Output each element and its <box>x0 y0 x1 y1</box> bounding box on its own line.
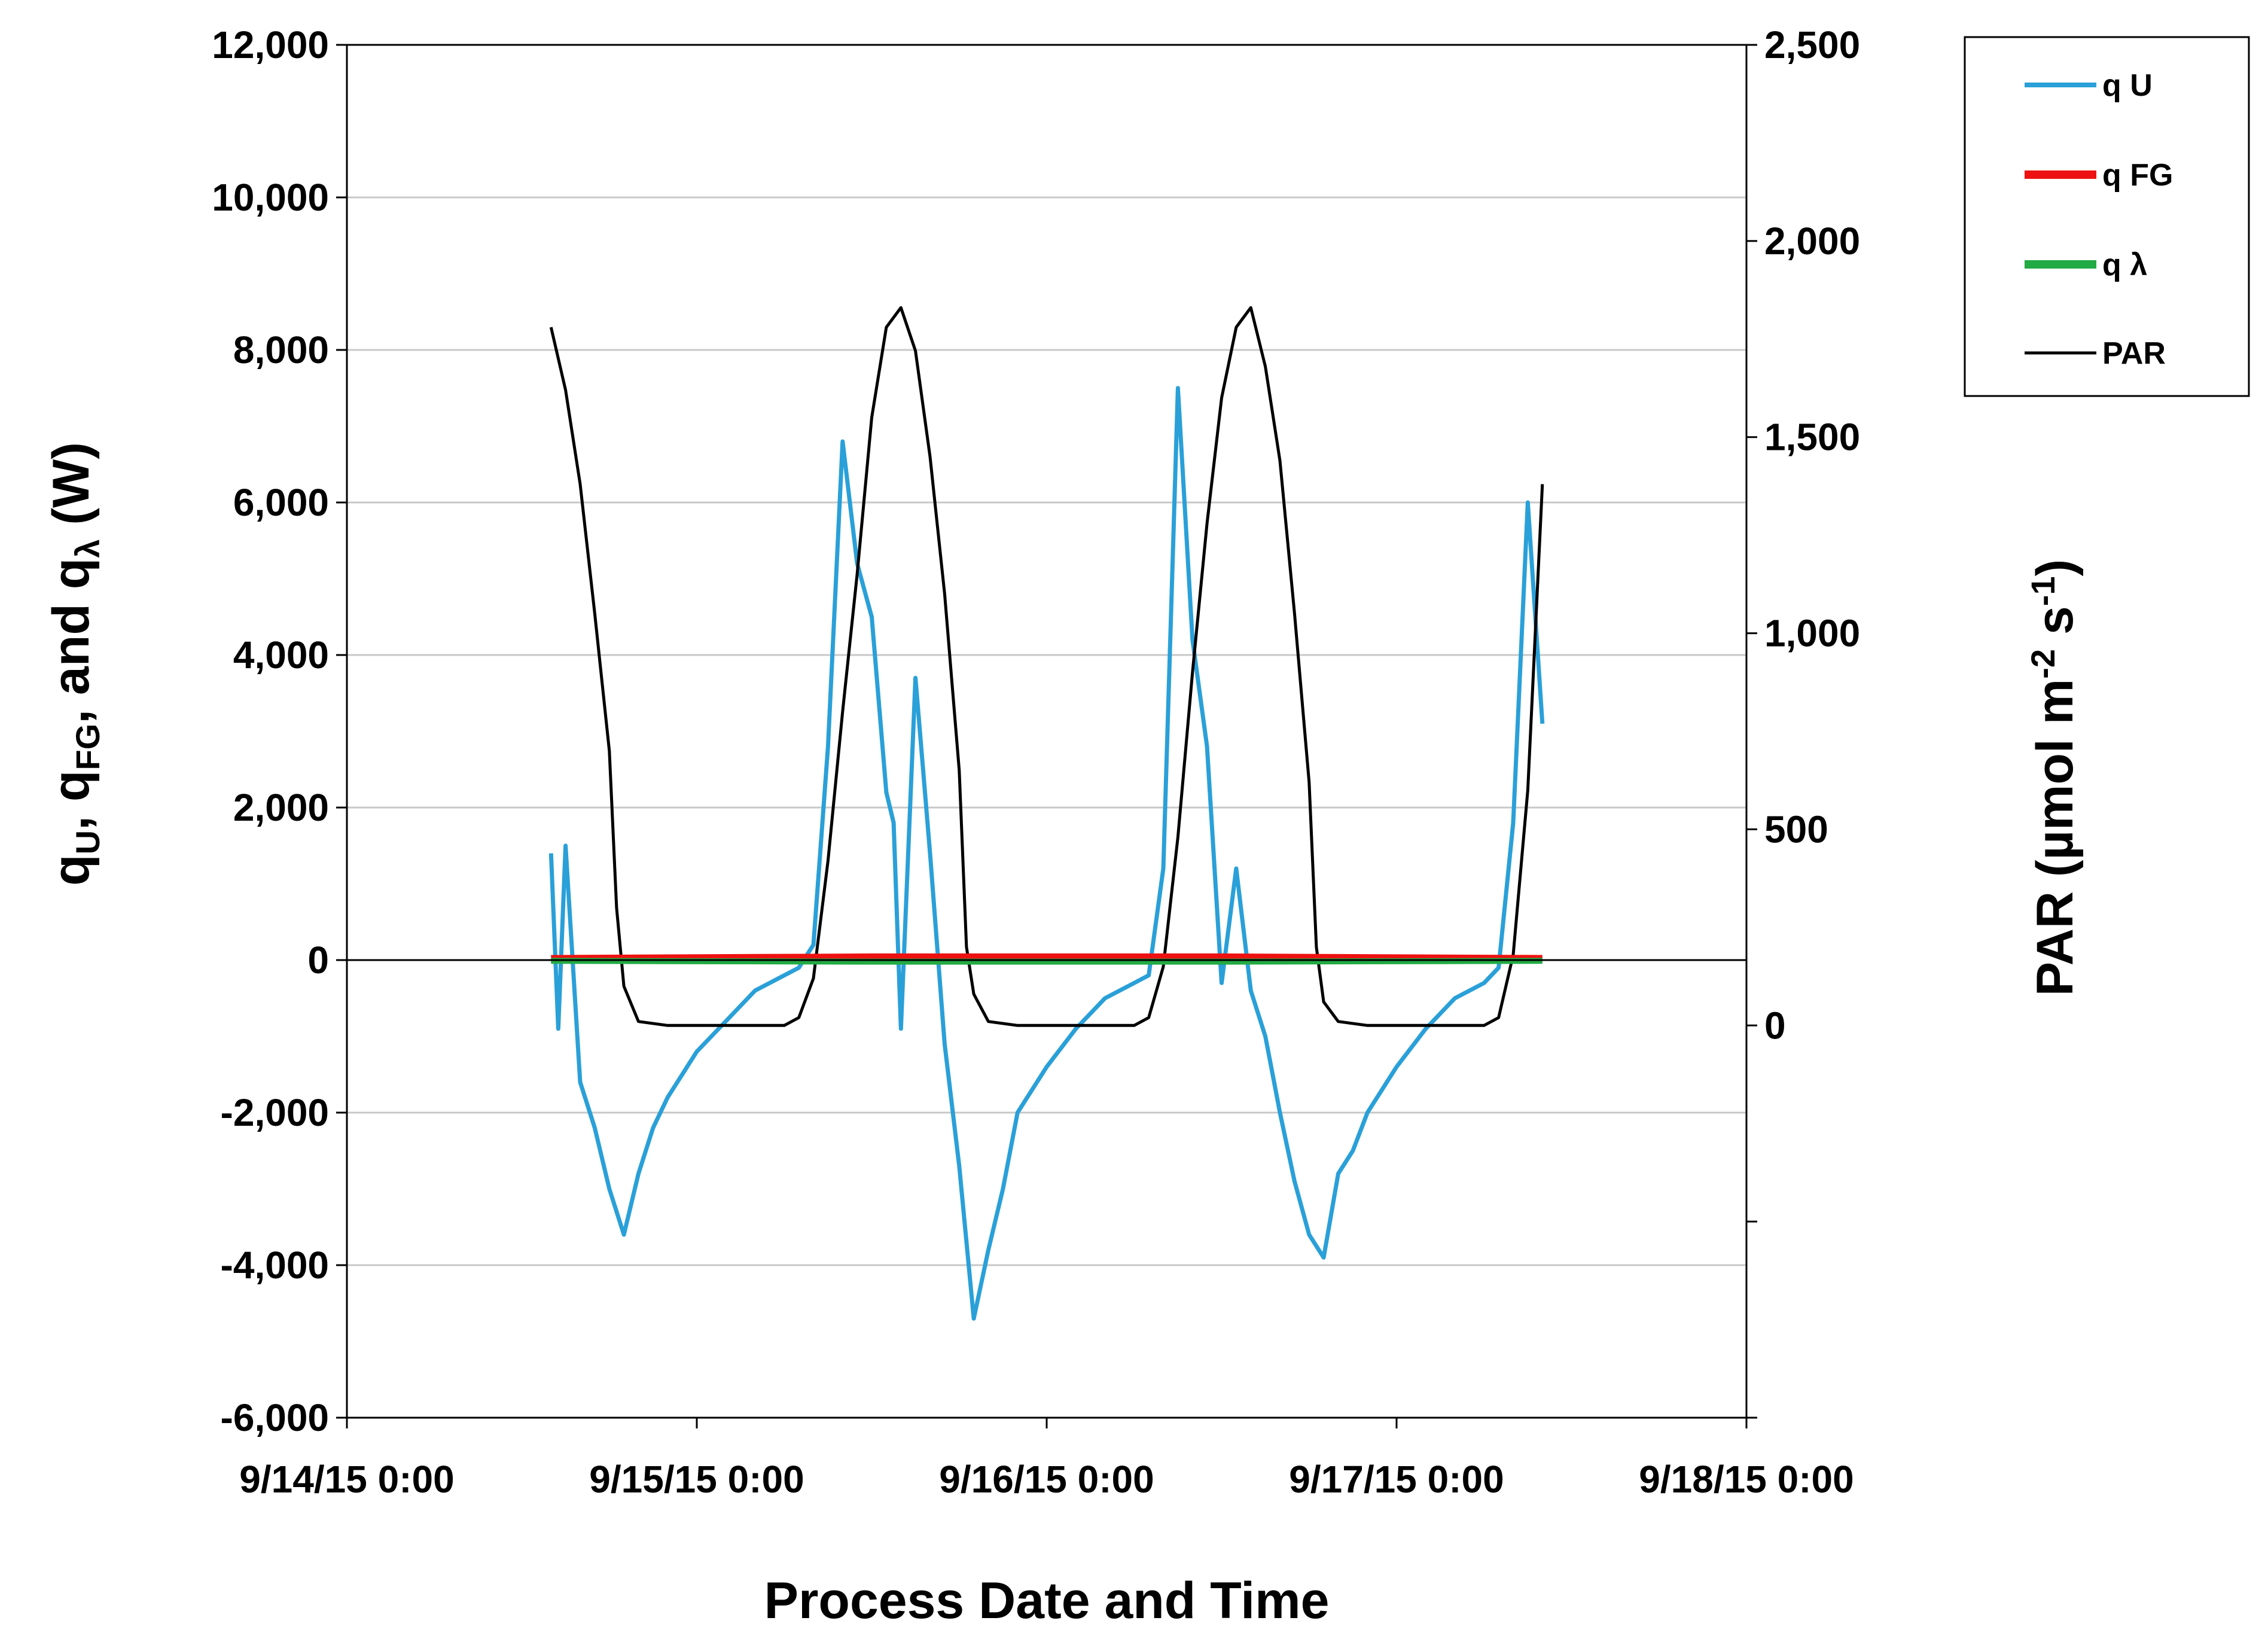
right-tick-label: 500 <box>1764 808 1828 851</box>
left-tick-label: 0 <box>307 939 329 982</box>
legend-label-par: PAR <box>2102 336 2166 371</box>
legend-label-qfg: q FG <box>2102 158 2173 193</box>
y-left-sep-2: , and <box>42 589 100 724</box>
series-line-qfg <box>551 953 1543 962</box>
left-axis-ticks: 12,000 10,000 8,000 6,000 4,000 2,000 0 -2,000 -… <box>212 23 347 1439</box>
y-right-suffix: ) <box>2026 559 2084 577</box>
left-tick-label: -2,000 <box>221 1091 329 1134</box>
right-tick-label: 1,500 <box>1764 416 1860 459</box>
left-tick-label: 10,000 <box>212 176 329 219</box>
left-tick-label: 12,000 <box>212 23 329 66</box>
y-left-sub-3: λ <box>69 539 106 558</box>
left-tick-label: 2,000 <box>233 786 329 829</box>
series-line-par <box>549 306 1544 1027</box>
left-tick-label: -6,000 <box>221 1396 329 1439</box>
y-right-mid: s <box>2026 606 2084 649</box>
y-left-sep-1: , <box>42 802 100 830</box>
y-left-sep-3: (W) <box>42 442 100 539</box>
x-tick-label: 9/15/15 0:00 <box>589 1458 804 1501</box>
left-tick-label: -4,000 <box>221 1244 329 1287</box>
y-left-part-2: q <box>42 770 100 802</box>
x-tick-label: 9/17/15 0:00 <box>1289 1458 1504 1501</box>
plot-frame <box>346 44 1748 1419</box>
y-left-part-3: q <box>42 558 100 590</box>
legend-box <box>1964 36 2250 397</box>
x-tick-label: 9/18/15 0:00 <box>1639 1458 1854 1501</box>
y-left-part-1: q <box>42 854 100 886</box>
legend: q U q FG q λ PAR <box>1964 36 2250 397</box>
y-right-prefix: PAR (µmol m <box>2026 679 2084 997</box>
y-right-axis-title: PAR (µmol m-2 s-1) <box>2024 559 2084 997</box>
left-tick-label: 8,000 <box>233 328 329 371</box>
x-tick-label: 9/14/15 0:00 <box>239 1458 454 1501</box>
left-tick-label: 4,000 <box>233 633 329 677</box>
right-tick-label: 1,000 <box>1764 612 1860 655</box>
left-tick-label: 6,000 <box>233 481 329 524</box>
x-tick-label: 9/16/15 0:00 <box>939 1458 1154 1501</box>
right-tick-label: 2,000 <box>1764 220 1860 263</box>
right-tick-label: 0 <box>1764 1004 1786 1047</box>
right-axis-ticks: 2,500 2,000 1,500 1,000 500 0 <box>1746 23 1860 1419</box>
gridlines <box>347 44 1746 1419</box>
x-axis-title: Process Date and Time <box>764 1572 1330 1629</box>
x-axis-ticks: 9/14/15 0:00 9/15/15 0:00 9/16/15 0:00 9/17… <box>239 1418 1854 1501</box>
right-tick-label: 2,500 <box>1764 23 1860 66</box>
legend-label-qlambda: q λ <box>2102 248 2147 282</box>
y-left-sub-2: FG <box>69 724 106 770</box>
series-layer <box>548 306 1545 1321</box>
y-left-sub-1: U <box>69 830 106 854</box>
legend-label-qu: q U <box>2102 68 2153 103</box>
y-right-sup-1: -2 <box>2024 649 2062 679</box>
series-line-qu <box>548 386 1545 1321</box>
y-left-axis-title: qU, qFG, and qλ (W) <box>42 442 106 886</box>
y-right-sup-2: -1 <box>2024 576 2062 606</box>
